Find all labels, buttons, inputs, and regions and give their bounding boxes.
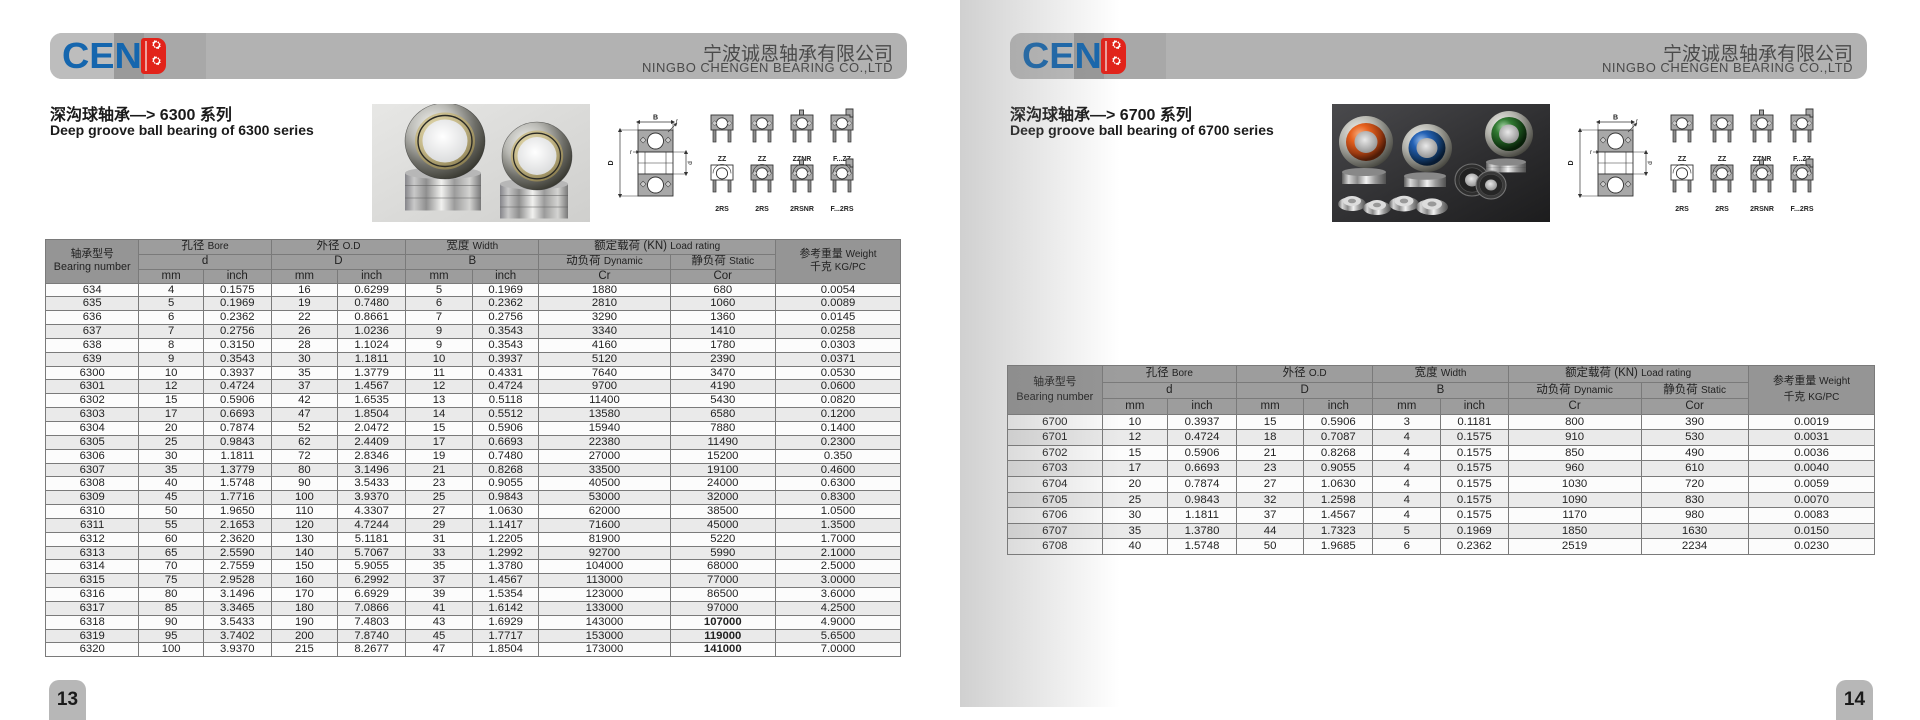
- svg-text:ZZ: ZZ: [718, 156, 727, 163]
- svg-text:r: r: [676, 118, 678, 125]
- svg-text:ZZ: ZZ: [1718, 156, 1727, 163]
- svg-text:ZZ: ZZ: [758, 156, 767, 163]
- svg-text:B: B: [1613, 115, 1618, 122]
- svg-text:D: D: [1568, 160, 1575, 165]
- svg-text:d: d: [687, 161, 694, 165]
- svg-text:F...2RS: F...2RS: [831, 206, 854, 213]
- svg-text:d: d: [1647, 161, 1654, 165]
- svg-text:2RSNR: 2RSNR: [790, 206, 814, 213]
- svg-text:2RS: 2RS: [1675, 206, 1689, 213]
- svg-text:B: B: [653, 115, 658, 122]
- svg-text:2RS: 2RS: [715, 206, 729, 213]
- svg-text:D: D: [608, 160, 615, 165]
- svg-text:2RS: 2RS: [1715, 206, 1729, 213]
- svg-text:r: r: [630, 149, 632, 156]
- svg-text:F...2RS: F...2RS: [1791, 206, 1814, 213]
- svg-text:2RSNR: 2RSNR: [1750, 206, 1774, 213]
- svg-text:ZZ: ZZ: [1678, 156, 1687, 163]
- svg-text:r: r: [1636, 118, 1638, 125]
- svg-text:2RS: 2RS: [755, 206, 769, 213]
- svg-text:r: r: [1590, 149, 1592, 156]
